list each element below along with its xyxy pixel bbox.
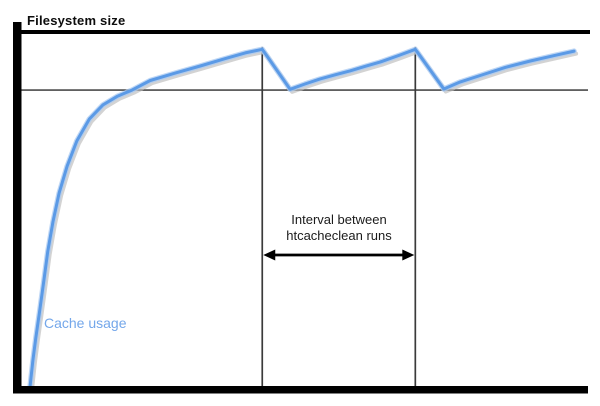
interval-arrow-head-left [263, 249, 276, 261]
cache-usage-series-label: Cache usage [44, 315, 127, 331]
interval-annotation-line-2: htcacheclean runs [286, 227, 392, 243]
x-axis [13, 386, 588, 394]
interval-annotation-line-1: Interval between [291, 212, 387, 227]
y-axis [13, 22, 22, 393]
filesystem-size-axis-label: Filesystem size [27, 13, 126, 28]
interval-arrow-head-right [402, 249, 415, 261]
cache-usage-curve [28, 47, 576, 388]
interval-annotation: Interval between htcacheclean runs [262, 212, 416, 243]
